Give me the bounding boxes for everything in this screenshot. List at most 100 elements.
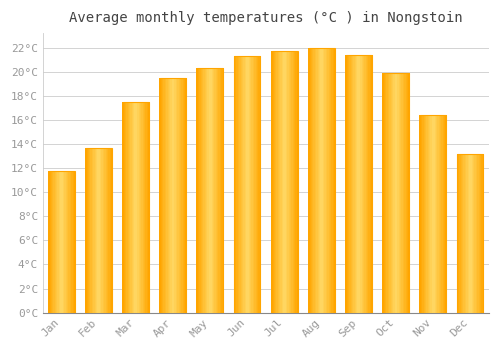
Bar — [420, 115, 421, 313]
Bar — [278, 51, 279, 313]
Bar — [48, 170, 49, 313]
Bar — [89, 148, 90, 313]
Bar — [174, 78, 176, 313]
Bar — [458, 154, 483, 313]
Bar — [103, 148, 104, 313]
Bar — [238, 56, 239, 313]
Bar — [165, 78, 166, 313]
Bar — [244, 56, 246, 313]
Bar — [86, 148, 112, 313]
Bar — [345, 55, 346, 313]
Bar — [104, 148, 106, 313]
Bar — [314, 48, 315, 313]
Bar — [297, 51, 298, 313]
Bar — [400, 73, 402, 313]
Bar — [420, 115, 446, 313]
Bar — [272, 51, 274, 313]
Bar — [257, 56, 258, 313]
Bar — [462, 154, 464, 313]
Bar — [181, 78, 182, 313]
Bar — [288, 51, 290, 313]
Bar — [140, 102, 141, 313]
Bar — [59, 170, 60, 313]
Bar — [334, 48, 336, 313]
Bar — [279, 51, 280, 313]
Bar — [260, 56, 261, 313]
Bar — [72, 170, 74, 313]
Bar — [176, 78, 177, 313]
Bar — [240, 56, 242, 313]
Bar — [218, 68, 220, 313]
Bar — [476, 154, 477, 313]
Bar — [468, 154, 469, 313]
Bar — [124, 102, 125, 313]
Bar — [166, 78, 168, 313]
Bar — [358, 55, 359, 313]
Bar — [389, 73, 390, 313]
Bar — [472, 154, 473, 313]
Bar — [296, 51, 297, 313]
Bar — [48, 170, 74, 313]
Bar — [236, 56, 238, 313]
Bar — [202, 68, 203, 313]
Bar — [180, 78, 181, 313]
Bar — [346, 55, 372, 313]
Bar — [93, 148, 94, 313]
Bar — [58, 170, 59, 313]
Bar — [173, 78, 174, 313]
Title: Average monthly temperatures (°C ) in Nongstoin: Average monthly temperatures (°C ) in No… — [69, 11, 462, 25]
Bar — [354, 55, 356, 313]
Bar — [328, 48, 330, 313]
Bar — [214, 68, 216, 313]
Bar — [284, 51, 286, 313]
Bar — [320, 48, 322, 313]
Bar — [106, 148, 107, 313]
Bar — [196, 68, 198, 313]
Bar — [253, 56, 254, 313]
Bar — [92, 148, 93, 313]
Bar — [292, 51, 294, 313]
Bar — [198, 68, 199, 313]
Bar — [239, 56, 240, 313]
Bar — [148, 102, 150, 313]
Bar — [90, 148, 92, 313]
Bar — [88, 148, 89, 313]
Bar — [222, 68, 224, 313]
Bar — [272, 51, 297, 313]
Bar — [356, 55, 358, 313]
Bar — [221, 68, 222, 313]
Bar — [446, 115, 447, 313]
Bar — [217, 68, 218, 313]
Bar — [398, 73, 400, 313]
Bar — [250, 56, 252, 313]
Bar — [276, 51, 278, 313]
Bar — [430, 115, 432, 313]
Bar — [94, 148, 96, 313]
Bar — [122, 102, 124, 313]
Bar — [282, 51, 283, 313]
Bar — [108, 148, 110, 313]
Bar — [432, 115, 433, 313]
Bar — [368, 55, 370, 313]
Bar — [366, 55, 367, 313]
Bar — [359, 55, 360, 313]
Bar — [256, 56, 257, 313]
Bar — [71, 170, 72, 313]
Bar — [478, 154, 480, 313]
Bar — [96, 148, 98, 313]
Bar — [327, 48, 328, 313]
Bar — [107, 148, 108, 313]
Bar — [363, 55, 364, 313]
Bar — [456, 154, 458, 313]
Bar — [49, 170, 50, 313]
Bar — [212, 68, 213, 313]
Bar — [68, 170, 70, 313]
Bar — [367, 55, 368, 313]
Bar — [132, 102, 133, 313]
Bar — [470, 154, 472, 313]
Bar — [146, 102, 147, 313]
Bar — [133, 102, 134, 313]
Bar — [290, 51, 292, 313]
Bar — [182, 78, 184, 313]
Bar — [386, 73, 388, 313]
